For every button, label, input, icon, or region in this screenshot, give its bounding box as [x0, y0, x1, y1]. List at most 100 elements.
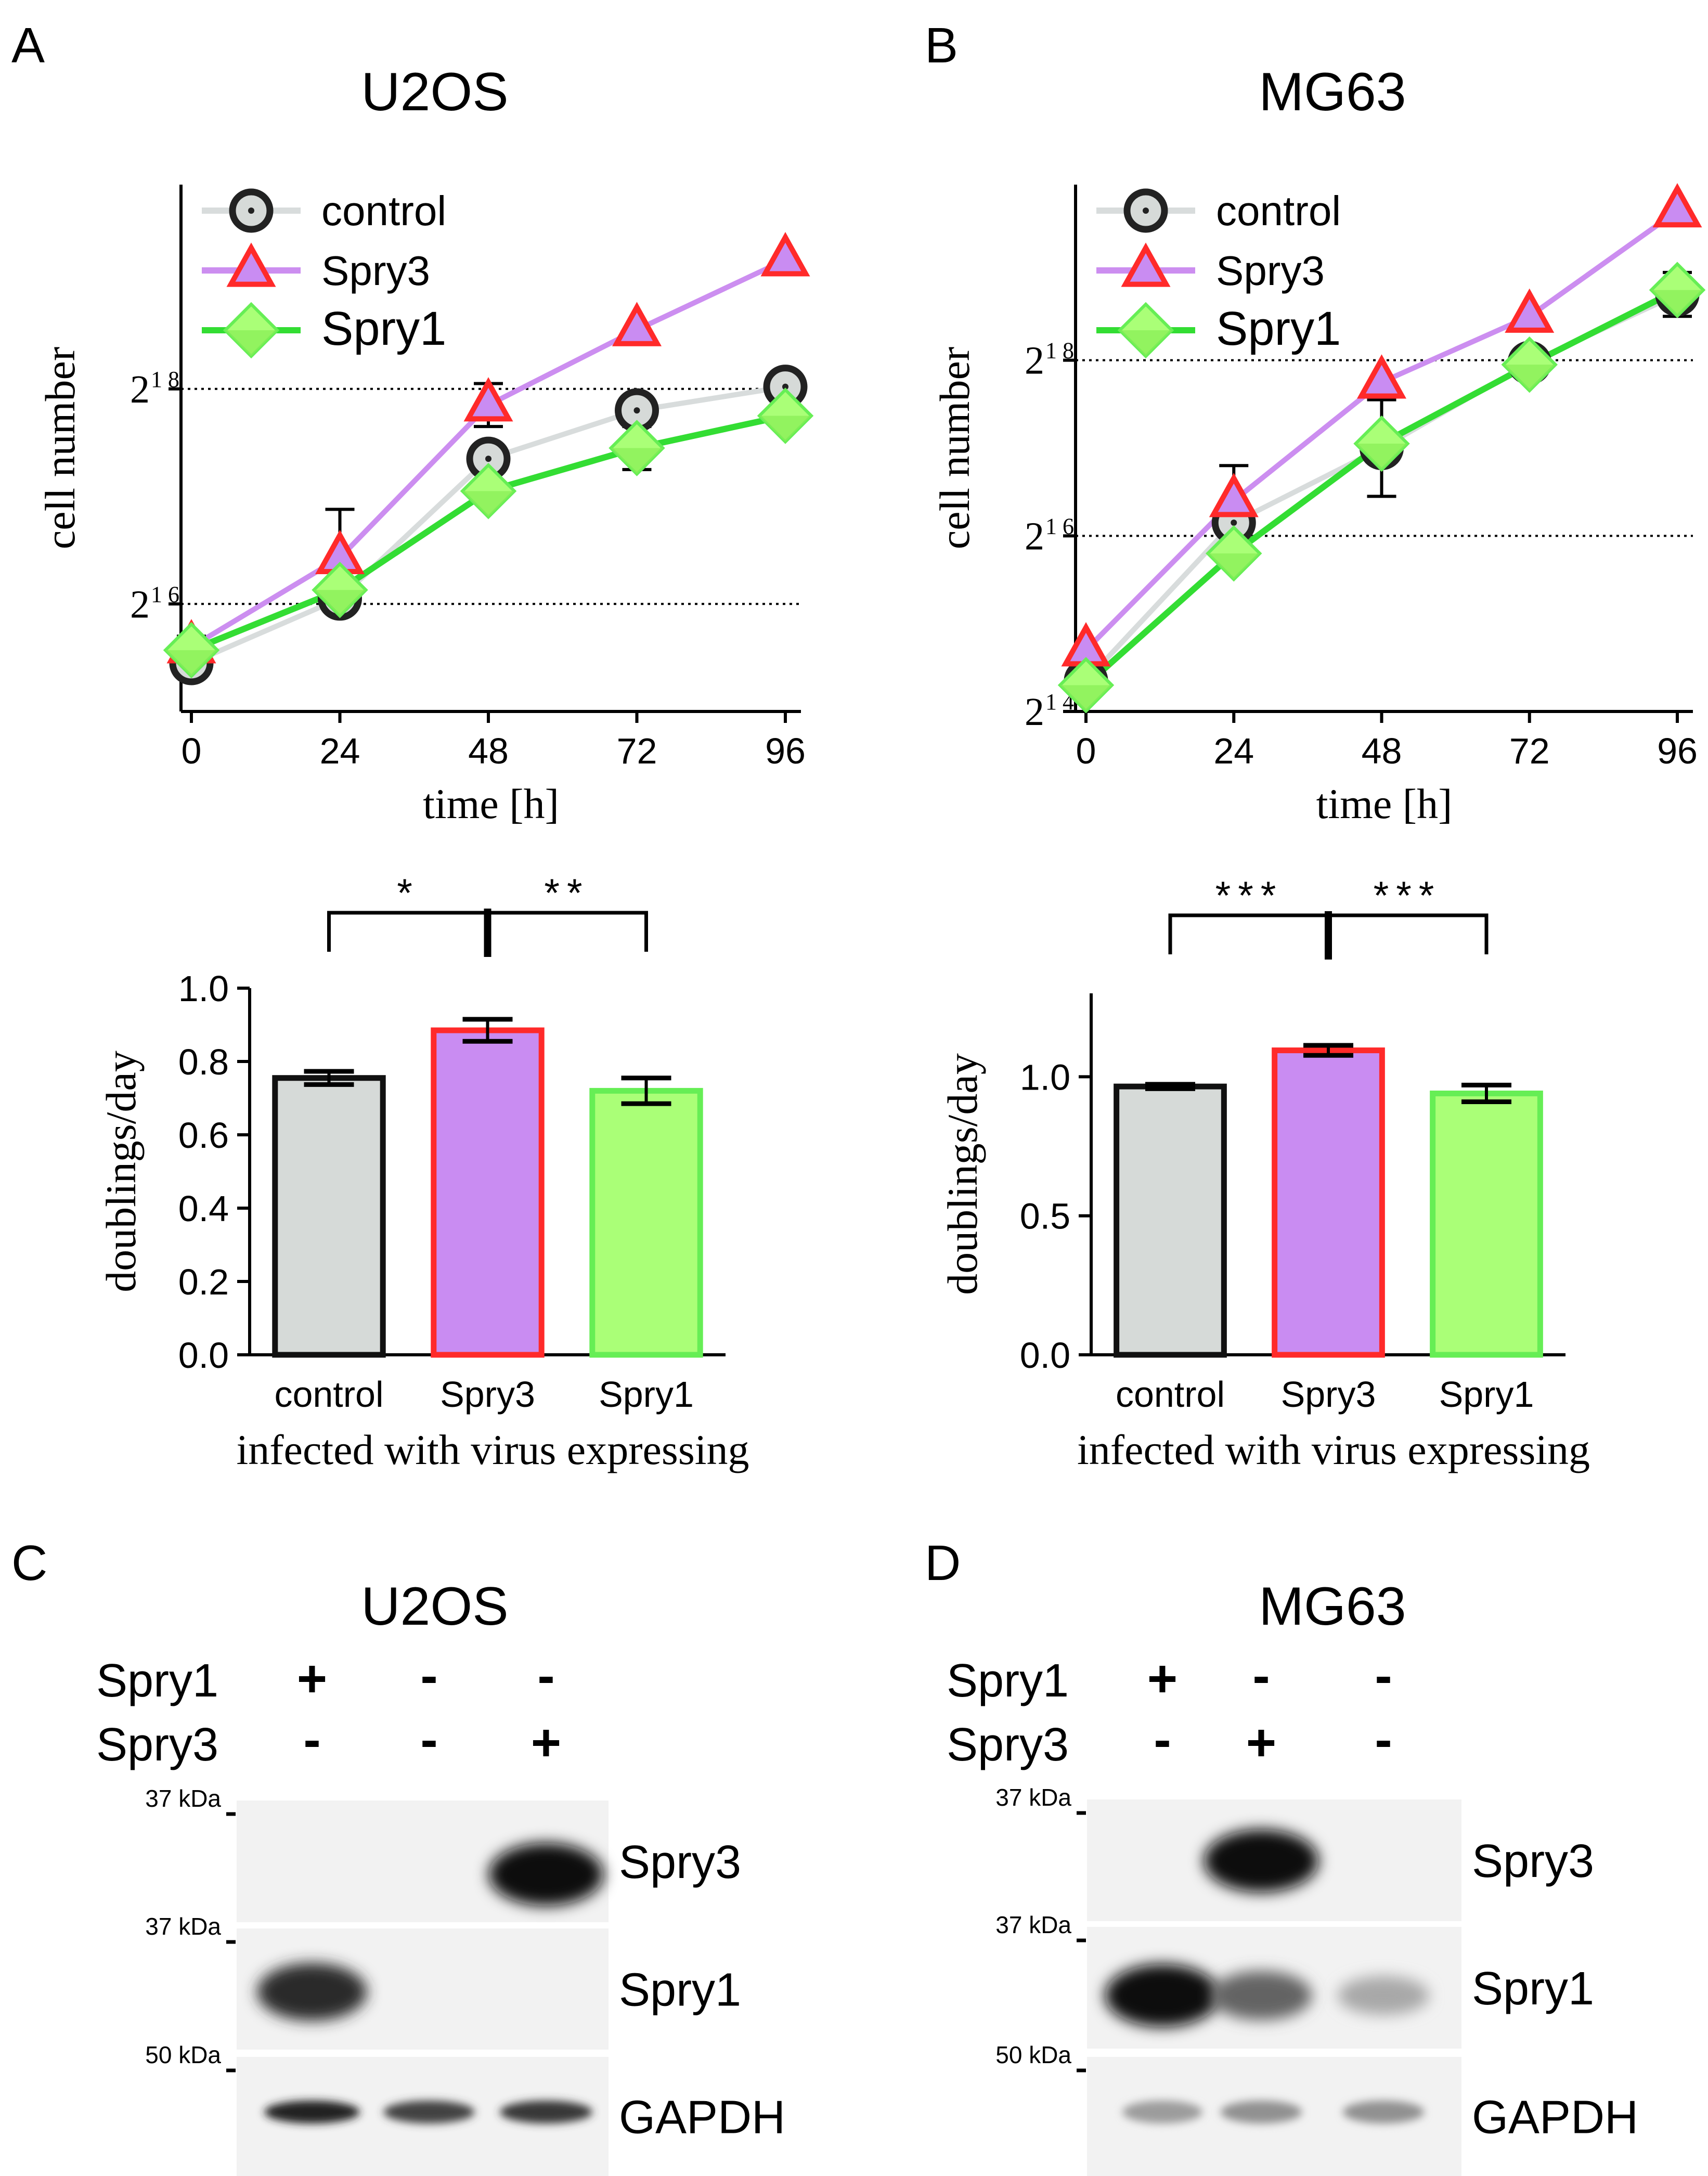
y-tick-label-exponent: 1 6 — [1045, 513, 1074, 539]
treatment-sign: + — [531, 1714, 561, 1772]
treatment-sign: - — [420, 1647, 437, 1705]
data-point-spry1-shade — [611, 448, 663, 474]
legend-marker-spry3 — [226, 242, 276, 287]
data-point-spry1-shade — [314, 590, 366, 616]
category-label: control — [274, 1374, 383, 1415]
x-axis-title: infected with virus expressing — [1077, 1426, 1590, 1473]
x-tick-label: 96 — [765, 731, 806, 771]
x-axis-title: time [h] — [423, 780, 559, 827]
data-point-control-dot — [782, 383, 788, 390]
bar-spry3 — [1272, 1047, 1385, 1358]
treatment-label-spry3: Spry3 — [96, 1719, 218, 1771]
data-point-spry1-shade — [759, 416, 811, 442]
x-tick-label: 48 — [468, 731, 509, 771]
protein-band — [383, 2101, 475, 2123]
data-point-control-dot — [1231, 520, 1237, 526]
protein-band — [1220, 2101, 1302, 2123]
category-label: Spry1 — [1439, 1374, 1534, 1415]
protein-band — [1105, 1964, 1220, 2027]
panel-letter-d: D — [925, 1535, 961, 1591]
title-panel-a: U2OS — [361, 62, 508, 122]
category-label: Spry3 — [440, 1374, 535, 1415]
data-point-spry3 — [1209, 473, 1259, 517]
marker-label: 37 kDa — [145, 1913, 221, 1940]
y-axis-title: cell number — [36, 347, 84, 549]
data-point-spry3 — [1356, 354, 1407, 399]
y-tick-label: 1.0 — [1020, 1057, 1070, 1097]
protein-band — [264, 2101, 360, 2123]
band-label: GAPDH — [1472, 2092, 1638, 2144]
y-tick-label: 0.6 — [178, 1115, 229, 1156]
doubling-chart-u2os: 0.0 0.2 0.4 0.6 0.8 1.0 control Spry3 Spry1 infec… — [97, 871, 749, 1473]
treatment-sign: - — [1375, 1647, 1392, 1705]
x-tick-label: 96 — [1657, 731, 1698, 771]
y-tick-label: 0.5 — [1020, 1196, 1070, 1237]
category-label: control — [1116, 1374, 1225, 1415]
significance-stars: * — [397, 871, 420, 915]
y-tick-label: 1.0 — [178, 968, 229, 1009]
title-panel-c: U2OS — [361, 1576, 508, 1637]
data-point-spry1-shade — [1060, 685, 1112, 711]
marker-label: 37 kDa — [145, 1785, 221, 1812]
legend-label: Spry3 — [1216, 248, 1325, 294]
bar-control — [272, 1075, 386, 1358]
treatment-label-spry3: Spry3 — [947, 1719, 1069, 1771]
significance-bracket — [1326, 913, 1489, 954]
treatment-sign: - — [1375, 1711, 1392, 1769]
significance-stars: *** — [1374, 874, 1442, 918]
treatment-sign: - — [537, 1647, 554, 1705]
legend-label: Spry1 — [1216, 302, 1341, 355]
x-tick-label: 24 — [1213, 731, 1254, 771]
band-label: Spry3 — [1472, 1835, 1594, 1887]
x-tick-label: 48 — [1362, 731, 1402, 771]
marker-label: 37 kDa — [995, 1911, 1071, 1938]
y-axis-title: doublings/day — [97, 1051, 145, 1292]
x-tick-label: 72 — [1509, 731, 1550, 771]
protein-band — [1337, 1976, 1430, 2015]
significance-bracket — [1168, 913, 1330, 954]
data-point-control-dot — [485, 456, 491, 462]
legend-marker-spry1-shade — [1120, 330, 1172, 356]
treatment-sign: + — [1147, 1650, 1178, 1708]
y-tick-label: 0.0 — [178, 1335, 229, 1376]
legend-label: Spry3 — [321, 248, 430, 294]
data-point-spry3 — [612, 302, 662, 346]
category-label: Spry3 — [1281, 1374, 1376, 1415]
protein-band — [1210, 1971, 1312, 2020]
legend-marker-spry3 — [1121, 242, 1171, 287]
data-point-spry1-shade — [1355, 444, 1408, 470]
y-tick-label-base: 2 — [130, 582, 150, 626]
data-point-spry1-shade — [1651, 290, 1703, 316]
band-label: Spry1 — [619, 1964, 741, 2016]
data-point-spry1-shade — [165, 650, 217, 677]
bar-spry3 — [431, 1027, 545, 1358]
category-label: Spry1 — [599, 1374, 694, 1415]
protein-band — [1342, 2101, 1425, 2123]
legend-marker-spry1-shade — [225, 330, 277, 356]
significance-stars: *** — [1215, 874, 1284, 918]
y-tick-label: 0.0 — [1020, 1335, 1070, 1376]
x-tick-label: 24 — [320, 731, 360, 771]
treatment-sign: + — [1246, 1714, 1276, 1772]
panel-letter-c: C — [11, 1535, 47, 1591]
significance-bracket — [486, 911, 648, 952]
x-tick-label: 0 — [1076, 731, 1096, 771]
x-axis-title: infected with virus expressing — [236, 1426, 749, 1473]
y-tick-label: 0.4 — [178, 1188, 229, 1229]
protein-band — [488, 1843, 604, 1906]
series-line-control — [190, 384, 786, 666]
band-label: Spry1 — [1472, 1963, 1594, 2015]
x-tick-label: 72 — [617, 731, 657, 771]
y-tick-label-base: 2 — [1025, 514, 1044, 558]
x-tick-label: 0 — [182, 731, 202, 771]
y-tick-label-base: 2 — [1025, 690, 1044, 734]
doubling-chart-mg63: 0.0 0.5 1.0 control Spry3 Spry1 infected with … — [939, 874, 1590, 1473]
y-tick-label-exponent: 1 6 — [151, 581, 179, 607]
data-point-spry1-shade — [1503, 365, 1556, 391]
data-point-control-dot — [633, 407, 640, 414]
title-panel-b: MG63 — [1259, 62, 1406, 122]
